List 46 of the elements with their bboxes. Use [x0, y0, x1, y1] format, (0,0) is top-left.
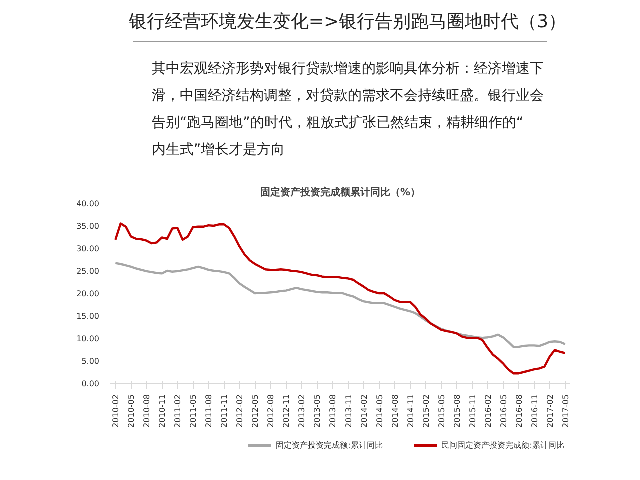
y-tick-label: 25.00 [76, 267, 100, 276]
x-tick-label: 2017-02 [546, 394, 555, 428]
x-tick-label: 2014-11 [406, 394, 416, 428]
x-tick-label: 2015-08 [452, 394, 462, 428]
x-tick-label: 2017-05 [561, 394, 570, 428]
x-tick-label: 2010-05 [127, 394, 136, 428]
x-tick-label: 2016-02 [484, 394, 493, 428]
x-tick-label: 2012-02 [236, 394, 245, 428]
x-tick-label: 2013-05 [313, 394, 322, 428]
x-tick-label: 2016-08 [514, 394, 524, 428]
x-tick-label: 2015-02 [422, 394, 431, 428]
y-tick-label: 30.00 [76, 244, 100, 254]
x-tick-label: 2012-08 [266, 394, 276, 428]
x-tick-label: 2011-02 [174, 394, 183, 428]
line-series [114, 262, 566, 348]
x-tick-label: 2010-11 [158, 394, 168, 428]
x-tick-label: 2012-11 [282, 394, 292, 428]
legend-label: 固定资产投资完成额:累计同比 [276, 441, 383, 450]
legend-label: 民间固定资产投资完成额:累计同比 [442, 441, 564, 450]
x-tick-label: 2012-05 [251, 394, 260, 428]
x-tick-label: 2013-02 [298, 394, 307, 428]
y-tick-label: 10.00 [76, 334, 100, 344]
x-tick-label: 2015-11 [468, 394, 478, 428]
y-tick-label: 5.00 [82, 357, 100, 366]
x-tick-label: 2015-05 [437, 394, 446, 428]
x-tick-label: 2014-05 [375, 394, 384, 428]
x-tick-label: 2016-05 [499, 394, 508, 428]
x-tick-label: 2010-02 [112, 394, 121, 428]
x-tick-label: 2013-11 [344, 394, 354, 428]
y-tick-label: 0.00 [82, 380, 100, 388]
y-tick-label: 20.00 [76, 290, 100, 298]
x-tick-label: 2014-02 [360, 394, 369, 428]
x-tick-label: 2011-08 [204, 394, 214, 428]
chart-subtitle: 固定资产投资完成额累计同比（%） [260, 186, 421, 198]
x-tick-label: 2014-08 [390, 394, 400, 428]
line-series [114, 222, 566, 375]
chart-title: 银行经营环境发生变化=>银行告别跑马圈地时代（3） [128, 12, 567, 33]
text: 其中宏观经济形势对银行贷款增速的影响具体分析：经济增速下滑，中国经济结构调整，对贷款的需求不会持续旺盛。银行业会告别“跑马圈地”的时代，粗放式扩张已然结束，精耕细作的“内生式”增长才是方向 [152, 60, 544, 158]
y-tick-label: 35.00 [76, 222, 100, 231]
x-tick-label: 2011-11 [220, 394, 230, 428]
x-tick-label: 2016-11 [530, 394, 540, 428]
x-tick-label: 2011-05 [189, 394, 198, 428]
y-tick-label: 40.00 [76, 200, 100, 208]
y-tick-label: 15.00 [76, 312, 100, 321]
x-tick-label: 2013-08 [328, 394, 338, 428]
x-tick-label: 2010-08 [142, 394, 152, 428]
